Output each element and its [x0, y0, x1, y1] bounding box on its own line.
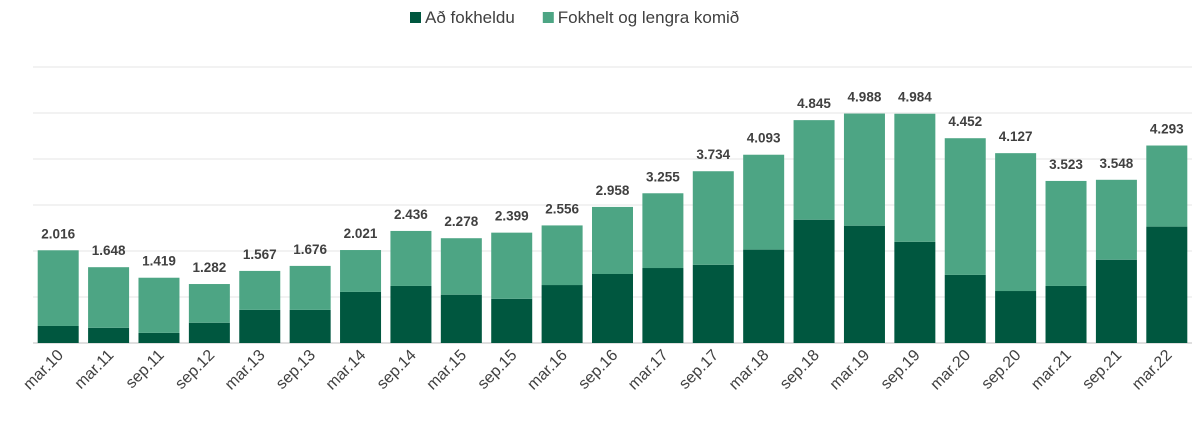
- legend-swatch: [542, 12, 554, 23]
- legend-label: Fokhelt og lengra komið: [558, 8, 739, 27]
- bar-segment: [592, 274, 633, 343]
- total-label: 2.556: [545, 201, 579, 216]
- total-label: 2.278: [444, 214, 478, 229]
- bar-segment: [1146, 226, 1188, 343]
- bar-segment: [1095, 259, 1137, 343]
- total-label: 4.093: [747, 131, 781, 146]
- x-tick-label: sep.13: [273, 347, 319, 393]
- bar-segment: [541, 225, 583, 286]
- bar-segment: [289, 309, 331, 343]
- bar-segment: [592, 206, 633, 274]
- x-tick-label: sep.16: [575, 347, 621, 393]
- bar-segment: [138, 332, 180, 343]
- bar-segment: [88, 327, 130, 343]
- x-tick-label: sep.14: [374, 347, 420, 393]
- bar-segment: [37, 250, 79, 326]
- bar-segment: [440, 294, 482, 343]
- total-label: 2.016: [41, 226, 75, 241]
- bar-segment: [340, 291, 382, 343]
- x-tick-label: mar.14: [323, 347, 370, 394]
- bar-segment: [1045, 180, 1087, 286]
- x-tick-label: mar.19: [827, 347, 874, 394]
- bar-segment: [88, 267, 130, 328]
- bar-segment: [642, 268, 684, 343]
- bar-segment: [491, 298, 533, 343]
- bar-segment: [138, 277, 180, 333]
- x-tick-label: mar.22: [1129, 347, 1176, 394]
- x-tick-label: mar.21: [1028, 347, 1075, 394]
- x-tick-label: mar.15: [424, 347, 471, 394]
- total-label: 2.399: [495, 209, 529, 224]
- total-label: 3.734: [696, 147, 730, 162]
- total-label: 4.293: [1150, 122, 1184, 137]
- total-label: 1.648: [92, 243, 126, 258]
- bar-segment: [995, 291, 1037, 343]
- bar-segment: [1146, 145, 1188, 227]
- bar-segment: [390, 285, 432, 343]
- x-tick-label: mar.10: [20, 347, 67, 394]
- bar-segment: [894, 113, 936, 242]
- bar-segment: [692, 171, 734, 265]
- bar-segment: [743, 154, 785, 250]
- x-tick-label: sep.20: [978, 347, 1024, 393]
- x-tick-label: sep.17: [676, 347, 722, 393]
- x-tick-label: sep.21: [1079, 347, 1125, 393]
- total-label: 2.958: [596, 183, 630, 198]
- total-label: 4.845: [797, 96, 831, 111]
- total-label: 3.548: [1100, 156, 1134, 171]
- bar-segment: [1095, 179, 1137, 260]
- bar-segment: [642, 193, 684, 269]
- bar-segment: [793, 120, 835, 220]
- bar-segment: [340, 250, 382, 292]
- bar-segment: [743, 249, 785, 343]
- bar-segment: [894, 241, 936, 343]
- bar-segment: [793, 219, 835, 343]
- bar-segment: [440, 238, 482, 295]
- bar-segment: [1045, 285, 1087, 343]
- total-label: 4.127: [999, 129, 1033, 144]
- legend-label: Að fokheldu: [425, 8, 515, 27]
- x-tick-label: mar.18: [726, 347, 773, 394]
- x-tick-label: mar.17: [625, 347, 672, 394]
- bar-segment: [843, 113, 885, 226]
- total-label: 1.419: [142, 254, 176, 269]
- bar-segment: [239, 270, 281, 310]
- bar-segment: [541, 285, 583, 343]
- bar-segment: [491, 232, 533, 299]
- bar-segment: [843, 225, 885, 343]
- bar-segment: [188, 322, 230, 343]
- total-label: 2.436: [394, 207, 428, 222]
- bar-segment: [188, 284, 230, 323]
- x-tick-label: sep.19: [878, 347, 924, 393]
- bar-segment: [692, 264, 734, 343]
- bar-segment: [390, 230, 432, 286]
- legend-swatch: [410, 12, 421, 23]
- total-label: 4.452: [948, 114, 982, 129]
- bar-segment: [995, 153, 1037, 292]
- x-tick-label: mar.11: [72, 347, 118, 393]
- x-tick-label: sep.11: [123, 347, 168, 392]
- bar-segment: [239, 309, 281, 343]
- total-label: 1.676: [293, 242, 327, 257]
- x-tick-label: mar.20: [927, 347, 974, 394]
- total-label: 1.282: [192, 260, 226, 275]
- total-label: 3.523: [1049, 157, 1083, 172]
- total-label: 3.255: [646, 169, 680, 184]
- x-tick-label: sep.15: [475, 347, 521, 393]
- total-label: 1.567: [243, 247, 277, 262]
- bar-segment: [289, 265, 331, 310]
- total-label: 2.021: [344, 226, 378, 241]
- total-label: 4.984: [898, 90, 932, 105]
- bar-segment: [944, 138, 986, 275]
- x-tick-label: sep.12: [172, 347, 218, 393]
- x-tick-label: mar.13: [222, 347, 269, 394]
- x-tick-label: sep.18: [777, 347, 823, 393]
- bar-segment: [944, 274, 986, 343]
- bar-segment: [37, 325, 79, 343]
- total-label: 4.988: [848, 90, 882, 105]
- x-tick-label: mar.16: [524, 347, 571, 394]
